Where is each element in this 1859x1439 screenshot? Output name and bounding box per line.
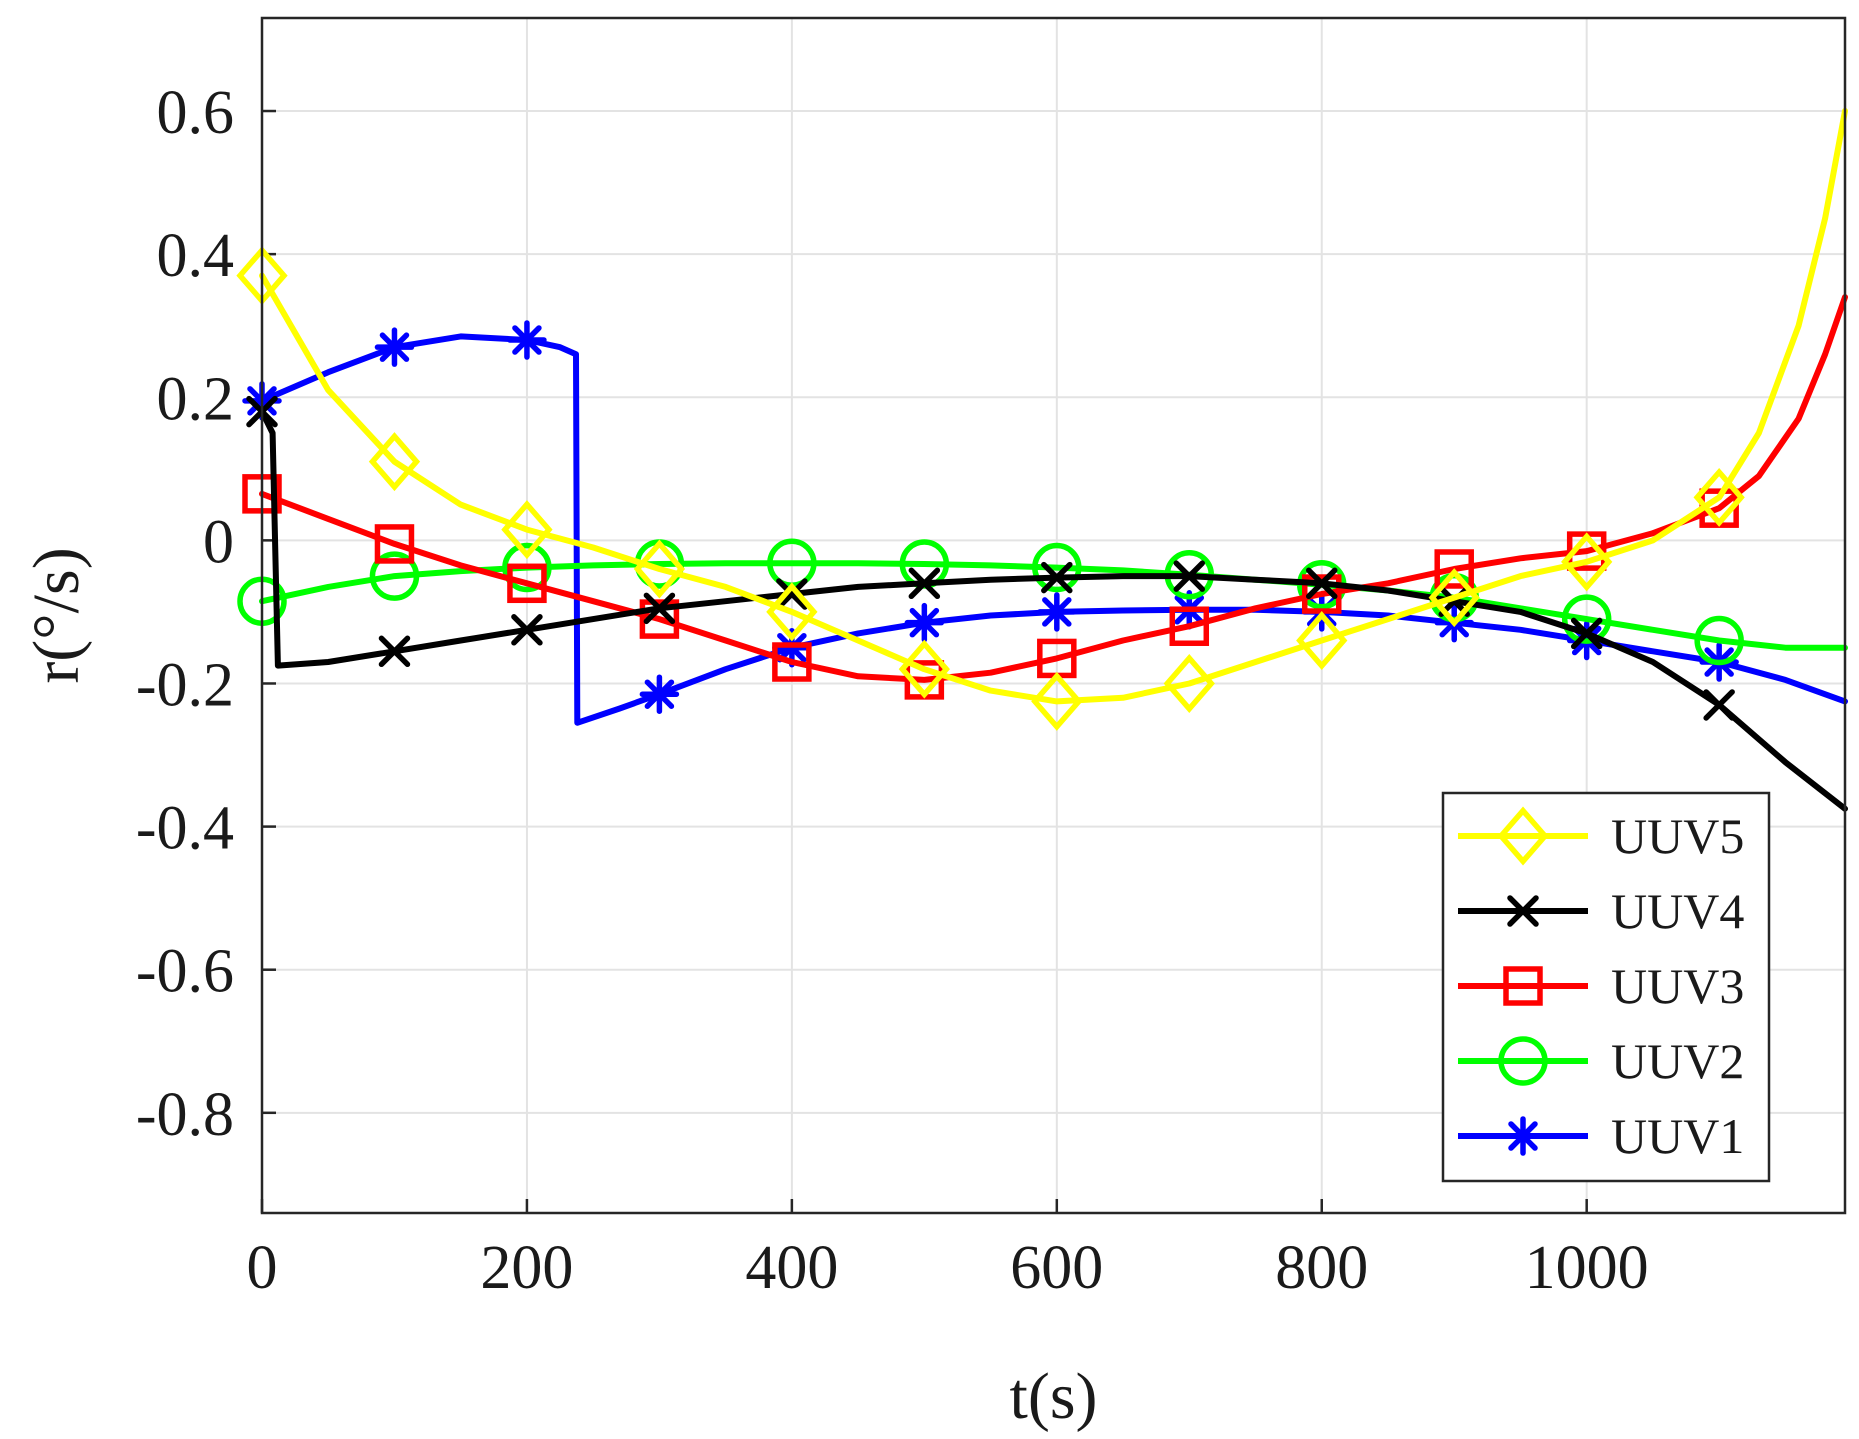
marker-uuv2 xyxy=(1561,594,1612,644)
legend-label: UUV3 xyxy=(1611,958,1744,1014)
legend-entry-uuv1: UUV1 xyxy=(1458,1108,1744,1164)
legend-swatch-marker xyxy=(1498,1036,1548,1086)
plot-area-border xyxy=(260,16,1847,1215)
marker-uuv5 xyxy=(1296,611,1348,671)
legend-entry-uuv2: UUV2 xyxy=(1458,1033,1744,1089)
marker-uuv1 xyxy=(639,674,680,714)
marker-uuv3 xyxy=(507,563,547,604)
series-uuv4 xyxy=(246,395,1848,812)
y-tick-label: 0.6 xyxy=(157,79,235,147)
y-tick-label: -0.4 xyxy=(136,795,234,863)
legend-label: UUV1 xyxy=(1611,1108,1744,1164)
legend-label: UUV2 xyxy=(1611,1033,1744,1089)
legend-label: UUV4 xyxy=(1611,883,1744,939)
y-tick-label: 0.2 xyxy=(157,365,235,433)
series-line-uuv1 xyxy=(259,333,1848,726)
marker-uuv1 xyxy=(904,602,945,643)
marker-uuv5 xyxy=(501,500,553,560)
y-tick-label: -0.8 xyxy=(136,1081,234,1149)
marker-uuv5 xyxy=(1693,467,1745,527)
marker-uuv3 xyxy=(1434,549,1474,589)
x-tick-label: 0 xyxy=(247,1234,278,1302)
legend-swatch-marker xyxy=(1503,966,1543,1006)
legend-swatch-marker xyxy=(1497,806,1549,866)
legend-entry-uuv4: UUV4 xyxy=(1458,883,1744,939)
x-axis-label: t(s) xyxy=(1010,1360,1098,1433)
legend-swatch-marker xyxy=(1503,1116,1543,1156)
marker-uuv2 xyxy=(1694,615,1744,666)
marker-uuv5 xyxy=(1163,653,1215,713)
marker-uuv4 xyxy=(1305,567,1338,600)
series-line-uuv5 xyxy=(259,108,1848,705)
marker-uuv2 xyxy=(369,551,420,601)
marker-uuv5 xyxy=(368,432,421,492)
x-tick-label: 200 xyxy=(480,1234,573,1302)
marker-uuv3 xyxy=(639,599,680,639)
marker-uuv5 xyxy=(1561,532,1613,592)
y-tick-label: 0.4 xyxy=(157,222,235,290)
marker-uuv4 xyxy=(1173,560,1206,592)
x-tick-label: 800 xyxy=(1275,1234,1368,1302)
marker-uuv4 xyxy=(1570,617,1603,650)
marker-uuv2 xyxy=(502,542,552,593)
marker-uuv5 xyxy=(898,639,950,699)
marker-uuv3 xyxy=(1301,574,1342,614)
x-tick-label: 1000 xyxy=(1525,1234,1649,1302)
legend: UUV5 UUV4 UUV3 UUV2 UUV1 xyxy=(1441,791,1771,1183)
marker-uuv4 xyxy=(908,567,941,600)
y-tick-label: 0 xyxy=(203,508,234,576)
marker-uuv4 xyxy=(1041,561,1073,594)
marker-uuv4 xyxy=(511,614,543,646)
series-line-uuv4 xyxy=(259,408,1848,812)
legend-entry-uuv3: UUV3 xyxy=(1458,958,1744,1014)
legend-entry-uuv5: UUV5 xyxy=(1458,806,1744,866)
y-tick-label: -0.6 xyxy=(136,938,234,1006)
series-line-uuv3 xyxy=(259,294,1848,683)
marker-uuv4 xyxy=(776,578,808,610)
marker-uuv4 xyxy=(1703,689,1735,721)
marker-uuv4 xyxy=(643,592,676,625)
marker-uuv1 xyxy=(507,320,547,360)
series-group xyxy=(236,108,1848,812)
marker-uuv4 xyxy=(378,635,411,668)
marker-uuv3 xyxy=(374,524,415,564)
marker-uuv1 xyxy=(1037,592,1077,632)
marker-uuv3 xyxy=(1169,606,1210,646)
marker-uuv5 xyxy=(1031,671,1083,731)
marker-uuv5 xyxy=(633,539,686,599)
tick-labels: 0 200 400 600 800 1000 -0.8 -0.6 -0.4 -0.2 0 0.2 0.4… xyxy=(136,79,1649,1302)
legend-label: UUV5 xyxy=(1611,808,1744,864)
x-tick-label: 400 xyxy=(745,1234,838,1302)
x-tick-label: 600 xyxy=(1010,1234,1103,1302)
marker-uuv1 xyxy=(374,327,415,367)
series-uuv5 xyxy=(236,108,1848,731)
y-tick-label: -0.2 xyxy=(136,651,234,719)
y-axis-label: r(°/s) xyxy=(20,547,93,683)
marker-uuv2 xyxy=(1032,542,1082,593)
marker-uuv3 xyxy=(772,642,812,682)
marker-uuv5 xyxy=(1428,568,1480,628)
marker-uuv5 xyxy=(766,582,818,642)
legend-swatch-marker xyxy=(1507,895,1539,927)
